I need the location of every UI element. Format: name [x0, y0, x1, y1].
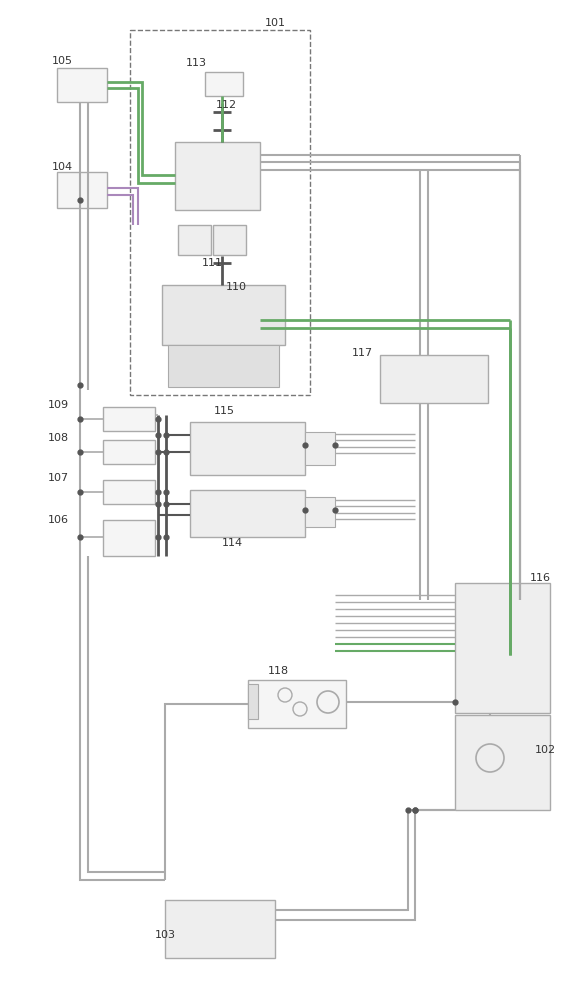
Bar [165, 900, 275, 958]
Text: 104: 104 [52, 162, 73, 172]
Text: 116: 116 [530, 573, 551, 583]
Bar [57, 68, 107, 102]
Text: 102: 102 [535, 745, 556, 755]
Bar [103, 480, 155, 504]
Text: 115: 115 [214, 406, 235, 416]
Bar [103, 407, 155, 431]
Bar [380, 355, 488, 403]
Bar [190, 422, 305, 475]
Text: 117: 117 [352, 348, 373, 358]
Text: 113: 113 [186, 58, 207, 68]
Text: 118: 118 [268, 666, 289, 676]
Bar [168, 345, 279, 387]
Bar [130, 30, 310, 395]
Text: 105: 105 [52, 56, 73, 66]
Bar [455, 715, 550, 810]
Text: 107: 107 [48, 473, 69, 483]
Text: 114: 114 [222, 538, 243, 548]
Text: 111: 111 [202, 258, 223, 268]
Bar [162, 285, 285, 345]
Bar [103, 440, 155, 464]
Text: 106: 106 [48, 515, 69, 525]
Bar [205, 72, 243, 96]
Text: 108: 108 [48, 433, 69, 443]
Bar [175, 142, 260, 210]
Bar [305, 432, 335, 465]
Bar [455, 583, 550, 713]
Text: 112: 112 [216, 100, 237, 110]
Bar [178, 225, 211, 255]
Bar [190, 490, 305, 537]
Text: 109: 109 [48, 400, 69, 410]
Text: 110: 110 [226, 282, 247, 292]
Bar [248, 684, 258, 719]
Bar [213, 225, 246, 255]
Text: 101: 101 [265, 18, 286, 28]
Text: 103: 103 [155, 930, 176, 940]
Bar [248, 680, 346, 728]
Bar [103, 520, 155, 556]
Bar [57, 172, 107, 208]
Bar [305, 497, 335, 527]
